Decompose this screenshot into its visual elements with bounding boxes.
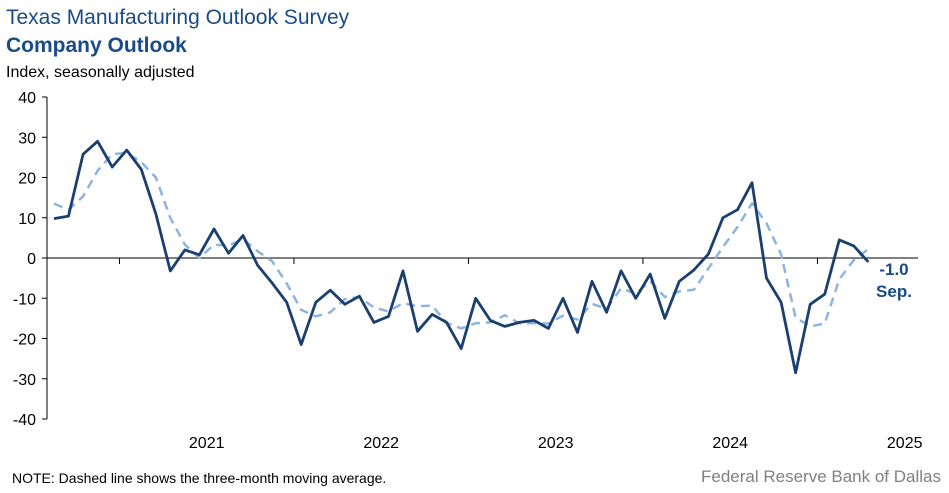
latest-month-label: Sep.	[876, 282, 912, 301]
series-layer	[53, 139, 870, 375]
axes	[42, 96, 918, 420]
chart-subtitle: Company Outlook	[6, 34, 187, 57]
x-tick-label: 2025	[887, 435, 923, 452]
moving-average-line	[53, 151, 870, 330]
y-tick-label: 20	[18, 171, 36, 188]
y-tick-label: -20	[13, 332, 36, 349]
footnote: NOTE: Dashed line shows the three-month …	[12, 470, 387, 486]
x-tick-label: 2022	[363, 435, 399, 452]
y-tick-label: 30	[18, 130, 36, 147]
x-tick-label: 2023	[538, 435, 574, 452]
y-axis-label: Index, seasonally adjusted	[6, 64, 195, 81]
annotation-layer: -1.0 Sep.	[876, 260, 912, 301]
x-tick-labels: 2021 2022 2023 2024 2025	[189, 435, 923, 452]
y-tick-labels: 40 30 20 10 0 -10 -20 -30 -40	[13, 90, 36, 429]
source-credit: Federal Reserve Bank of Dallas	[700, 467, 941, 486]
latest-value-label: -1.0	[879, 260, 908, 279]
x-tick-label: 2024	[712, 435, 748, 452]
y-tick-label: 10	[18, 211, 36, 228]
index-line	[53, 139, 870, 375]
y-tick-label: -30	[13, 372, 36, 389]
chart-title: Texas Manufacturing Outlook Survey	[6, 6, 350, 29]
y-tick-label: -40	[13, 412, 36, 429]
y-tick-label: 0	[27, 251, 36, 268]
x-tick-label: 2021	[189, 435, 225, 452]
y-tick-label: 40	[18, 90, 36, 107]
y-tick-label: -10	[13, 291, 36, 308]
